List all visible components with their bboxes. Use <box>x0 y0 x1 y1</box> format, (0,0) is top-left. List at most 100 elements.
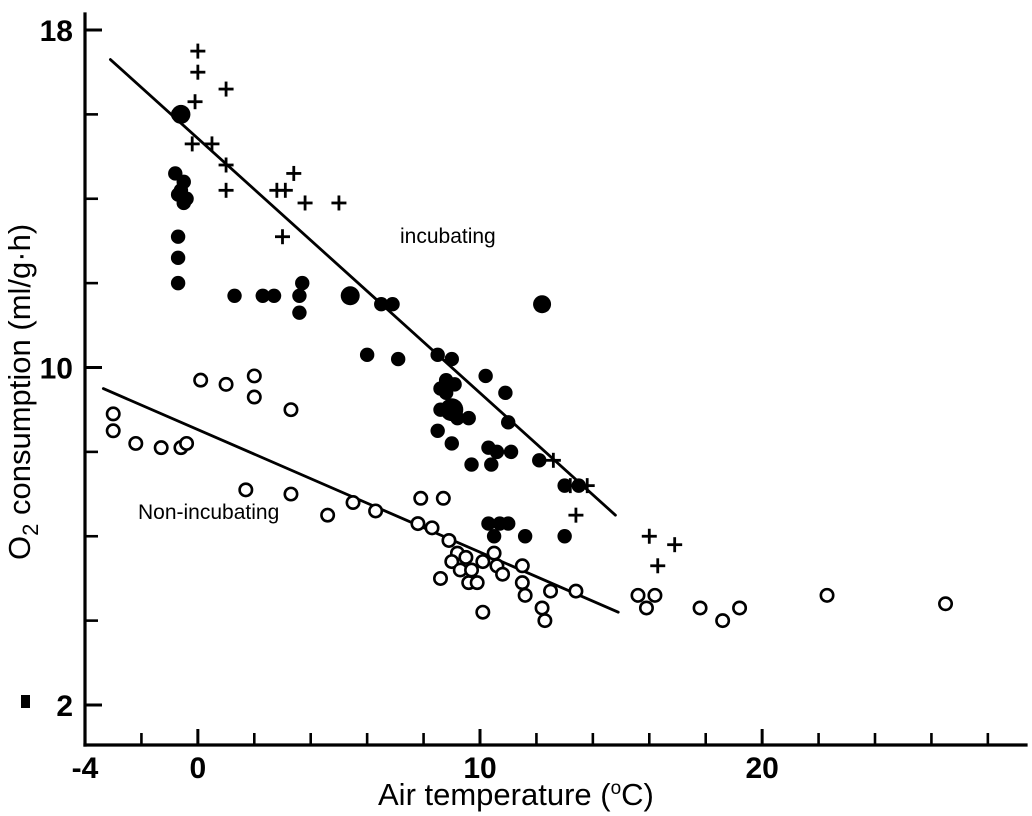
point-open-48 <box>435 490 451 506</box>
x-tick-label-20: 20 <box>745 752 778 785</box>
point-filled-42 <box>571 478 586 493</box>
point-open-10 <box>193 372 209 388</box>
point-open-40 <box>638 600 654 616</box>
y-tick-label-18: 18 <box>40 15 73 48</box>
point-open-8 <box>246 389 262 405</box>
point-open-3 <box>153 440 169 456</box>
point-filled-28 <box>498 385 513 401</box>
point-open-44 <box>732 600 748 616</box>
regression-lines <box>101 58 620 614</box>
series-plus-markers <box>184 43 683 574</box>
point-filled-27 <box>478 368 493 384</box>
x-tick-label-10: 10 <box>463 752 496 785</box>
point-filled-37 <box>503 444 519 460</box>
point-open-24 <box>475 554 491 570</box>
point-filled-26 <box>438 385 454 401</box>
point-open-43 <box>715 613 731 629</box>
point-filled-31 <box>430 423 445 438</box>
point-open-31 <box>514 558 530 574</box>
point-filled-40 <box>532 453 547 468</box>
point-filled-14 <box>295 275 310 291</box>
incubating-fit <box>108 58 617 517</box>
point-open-27 <box>495 566 511 582</box>
point-filled-10 <box>227 288 242 303</box>
point-open-33 <box>517 587 533 603</box>
point-open-20 <box>444 554 460 570</box>
point-filled-36 <box>489 444 505 460</box>
point-filled-6 <box>176 195 191 211</box>
point-open-1 <box>105 423 121 439</box>
point-open-46 <box>938 596 954 612</box>
point-filled-43 <box>481 516 496 531</box>
point-open-18 <box>441 532 457 548</box>
point-filled-47 <box>517 529 533 544</box>
point-filled-large-2 <box>440 398 464 422</box>
point-filled-8 <box>170 250 186 266</box>
tick-labels: -4 0 10 20 18 10 2 <box>40 15 779 785</box>
point-filled-32 <box>461 410 476 426</box>
point-filled-large-1 <box>340 286 360 306</box>
point-open-15 <box>368 503 384 519</box>
point-open-11 <box>238 482 254 498</box>
point-open-17 <box>424 520 440 536</box>
point-open-2 <box>128 435 144 451</box>
point-open-34 <box>543 583 559 599</box>
point-open-42 <box>692 600 708 616</box>
point-open-0 <box>105 406 121 422</box>
x-tick-label-0: 0 <box>190 752 207 785</box>
point-open-23 <box>464 562 480 578</box>
point-open-30 <box>469 575 485 591</box>
point-filled-21 <box>430 347 445 363</box>
point-open-41 <box>647 587 663 603</box>
point-open-37 <box>537 613 553 629</box>
point-filled-large-3 <box>533 295 552 314</box>
y-tick-label-10: 10 <box>40 353 73 386</box>
point-open-38 <box>475 604 491 620</box>
point-filled-7 <box>170 229 186 244</box>
point-open-9 <box>283 402 299 418</box>
point-open-25 <box>486 545 502 561</box>
point-filled-13 <box>292 288 307 303</box>
point-filled-9 <box>170 275 186 291</box>
point-filled-19 <box>359 347 375 363</box>
x-tick-label--4: -4 <box>72 752 99 785</box>
point-open-7 <box>246 368 262 384</box>
point-filled-large-0 <box>171 104 191 124</box>
point-open-47 <box>413 490 429 506</box>
point-filled-20 <box>390 351 406 367</box>
point-filled-34 <box>444 436 459 451</box>
point-open-14 <box>345 494 361 510</box>
axis-ticks <box>83 28 990 745</box>
point-filled-11 <box>255 288 270 303</box>
point-open-5 <box>179 435 195 451</box>
point-open-36 <box>534 600 550 616</box>
point-filled-48 <box>557 529 572 544</box>
point-filled-22 <box>444 351 459 367</box>
point-filled-18 <box>385 297 400 312</box>
non-incubating-fit <box>101 387 620 614</box>
series-incubating <box>168 107 586 544</box>
point-open-32 <box>514 575 530 591</box>
point-filled-17 <box>374 297 389 312</box>
point-filled-45 <box>501 516 516 531</box>
point-filled-38 <box>464 457 479 472</box>
axes <box>83 12 1028 747</box>
point-filled-46 <box>486 529 502 544</box>
point-filled-15 <box>292 305 307 320</box>
point-filled-12 <box>266 288 282 303</box>
series-non-incubating <box>105 368 954 629</box>
point-open-6 <box>218 376 234 392</box>
y-tick-label-2: 2 <box>56 690 73 723</box>
point-open-16 <box>410 516 426 532</box>
point-open-39 <box>630 587 646 603</box>
point-open-13 <box>320 507 336 523</box>
point-open-45 <box>819 587 835 603</box>
point-filled-33 <box>501 415 516 430</box>
point-open-12 <box>283 486 299 502</box>
point-open-21 <box>458 549 474 565</box>
point-filled-39 <box>484 457 499 472</box>
point-open-35 <box>568 583 584 599</box>
point-open-28 <box>432 570 448 586</box>
